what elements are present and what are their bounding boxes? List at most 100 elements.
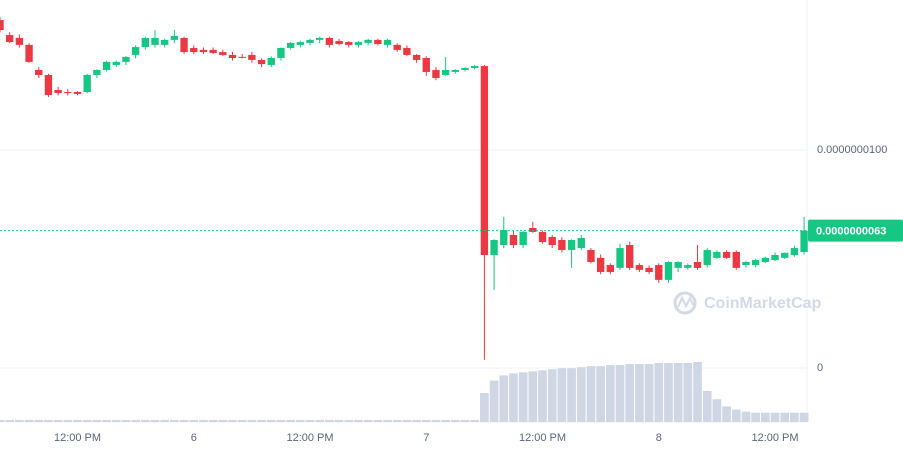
y-tick-label: 0.0000000100 — [817, 144, 887, 156]
candle-body — [684, 265, 692, 268]
volume-bar — [373, 419, 383, 422]
volume-bar — [644, 364, 654, 422]
x-tick-label: 12:00 PM — [54, 432, 101, 444]
volume-bar — [344, 419, 354, 422]
volume-bar — [53, 419, 63, 422]
candle-body — [93, 69, 101, 75]
candle-body — [44, 74, 53, 96]
candle-body — [325, 37, 334, 45]
candle-body — [228, 54, 237, 58]
candle-body — [15, 37, 24, 45]
candle-body — [587, 250, 595, 263]
x-tick-label: 12:00 PM — [286, 432, 333, 444]
candle-body — [296, 42, 305, 45]
volume-bar — [567, 368, 576, 422]
x-tick-label: 12:00 PM — [519, 432, 566, 444]
candle-body — [567, 239, 576, 251]
volume-bar — [673, 363, 683, 422]
candle-body — [471, 66, 479, 69]
volume-bar — [450, 419, 460, 422]
volume-bar — [722, 406, 731, 422]
candle-body — [345, 42, 353, 45]
candle-body — [73, 91, 82, 94]
candle-body — [112, 61, 120, 65]
volume-bar — [121, 419, 131, 422]
volume-bar — [402, 419, 412, 422]
volume-bar — [276, 419, 286, 422]
candle-body — [306, 39, 314, 43]
candle-body — [286, 42, 295, 48]
volume-bar — [0, 419, 5, 422]
candle-body — [626, 245, 634, 268]
volume-bar — [392, 419, 402, 422]
candle-body — [248, 54, 256, 60]
candle-body — [161, 39, 169, 45]
candle-body — [122, 56, 130, 62]
candle-body — [238, 56, 246, 58]
candle-body — [742, 262, 750, 266]
candle-body — [519, 231, 527, 246]
volume-bar — [5, 419, 15, 422]
volume-bar — [712, 399, 722, 422]
candle-body — [102, 61, 111, 70]
candle-body — [606, 265, 615, 273]
volume-bar — [499, 375, 509, 422]
volume-bar — [741, 411, 751, 422]
candle-body — [790, 248, 799, 256]
candle-body — [257, 59, 266, 65]
volume-bar — [363, 419, 373, 422]
volume-bar — [266, 419, 276, 422]
candle-body — [548, 236, 556, 246]
volume-bar — [731, 409, 741, 422]
volume-bar — [751, 412, 760, 422]
volume-bar — [790, 412, 799, 422]
candle-body — [538, 231, 547, 242]
candle-body — [383, 39, 392, 45]
x-tick-label: 12:00 PM — [751, 432, 798, 444]
volume-bar — [547, 369, 557, 422]
volume-bar — [24, 419, 34, 422]
volume-bar — [780, 412, 790, 422]
candle-body — [25, 44, 33, 62]
volume-bar — [257, 419, 266, 422]
volume-bar — [34, 419, 44, 422]
candle-body — [432, 69, 440, 79]
candle-body — [441, 69, 450, 75]
volume-bar — [247, 419, 257, 422]
volume-bar — [354, 419, 363, 422]
volume-bar — [470, 419, 480, 422]
volume-bar — [383, 419, 392, 422]
volume-bar — [799, 412, 809, 422]
x-tick-label: 8 — [656, 432, 662, 444]
candle-body — [645, 267, 653, 273]
candle-body — [141, 37, 149, 48]
candle-body — [54, 90, 62, 94]
volume-bar — [295, 419, 305, 422]
volume-bar — [431, 419, 441, 422]
volume-bars — [0, 362, 809, 422]
volume-bar — [615, 365, 625, 422]
volume-bar — [683, 363, 693, 422]
candle-body — [83, 74, 91, 92]
candle-body — [374, 39, 382, 45]
volume-bar — [480, 393, 489, 422]
watermark-logo-mark — [677, 295, 694, 309]
volume-bar — [315, 419, 325, 422]
candle-body — [732, 251, 740, 268]
candle-body — [35, 69, 43, 75]
candle-body — [490, 239, 498, 256]
volume-bar — [770, 412, 780, 422]
volume-bar — [664, 363, 673, 422]
candle-body — [500, 229, 508, 246]
volume-bar — [605, 365, 615, 422]
candle-body — [480, 66, 489, 256]
volume-bar — [73, 419, 82, 422]
candle-body — [267, 57, 275, 65]
volume-bar — [596, 366, 605, 422]
candle-body — [761, 257, 770, 263]
volume-bar — [305, 419, 315, 422]
candle-body — [635, 265, 644, 270]
candle-body — [219, 52, 227, 55]
